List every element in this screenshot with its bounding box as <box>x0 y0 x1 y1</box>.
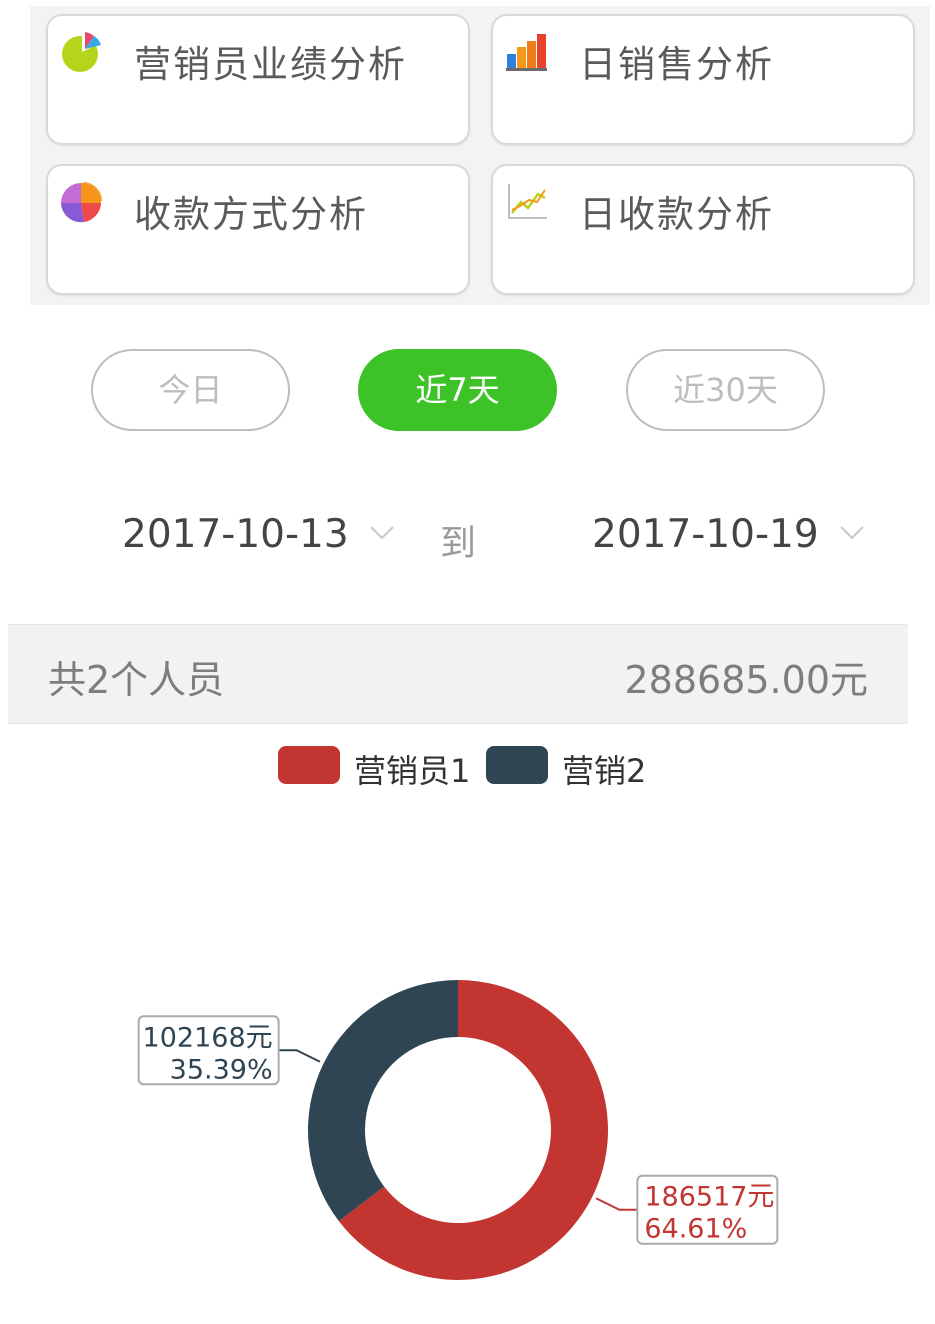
tab-last-7-days[interactable]: 近7天 <box>358 349 557 431</box>
tab-last-30-days[interactable]: 近30天 <box>626 349 825 431</box>
menu-card-label: 营销员业绩分析 <box>134 43 407 86</box>
end-date-value: 2017-10-19 <box>592 512 819 557</box>
pie-chart-icon <box>62 32 101 72</box>
start-date-picker[interactable]: 2017-10-13 <box>122 512 395 564</box>
line-chart-icon <box>508 184 547 219</box>
total-amount: 288685.00元 <box>624 658 869 702</box>
legend-swatch <box>486 746 548 784</box>
menu-card-label: 日销售分析 <box>579 43 774 86</box>
menu-card-daily-collection[interactable]: 日收款分析 <box>491 164 915 295</box>
bar-chart-icon <box>506 34 547 71</box>
menu-card-label: 日收款分析 <box>579 193 774 236</box>
label-leader-line <box>278 1049 321 1063</box>
tab-today[interactable]: 今日 <box>91 349 290 431</box>
staff-count: 共2个人员 <box>48 658 225 702</box>
start-date-value: 2017-10-13 <box>122 512 349 557</box>
chevron-down-icon <box>370 525 394 539</box>
menu-card-salesperson-performance[interactable]: 营销员业绩分析 <box>46 14 470 145</box>
end-date-picker[interactable]: 2017-10-19 <box>592 512 865 564</box>
chart-legend: 营销员1 营销2 <box>0 744 935 790</box>
legend-label: 营销2 <box>562 752 647 790</box>
data-label-value: 102168元 <box>143 1022 273 1053</box>
chevron-down-icon <box>840 525 864 539</box>
label-leader-line <box>595 1197 638 1211</box>
data-label-percent: 35.39% <box>170 1054 273 1085</box>
data-label-box <box>636 1174 779 1245</box>
summary-bar: 共2个人员 288685.00元 <box>8 624 908 724</box>
menu-card-label: 收款方式分析 <box>134 193 368 236</box>
pie-chart-icon <box>61 182 102 223</box>
date-range-separator: 到 <box>440 523 477 564</box>
donut-slice-1[interactable] <box>338 980 608 1280</box>
data-label-percent: 64.61% <box>644 1214 747 1245</box>
menu-card-daily-sales[interactable]: 日销售分析 <box>491 14 915 145</box>
donut-slice-2[interactable] <box>308 980 458 1222</box>
legend-label: 营销员1 <box>354 752 471 790</box>
analysis-menu: 营销员业绩分析 日销售分析 收款方式分析 日收款分析 <box>30 6 930 305</box>
legend-swatch <box>278 746 340 784</box>
data-label-box <box>137 1015 280 1086</box>
data-label-value: 186517元 <box>644 1182 774 1213</box>
menu-card-payment-method[interactable]: 收款方式分析 <box>46 164 470 295</box>
